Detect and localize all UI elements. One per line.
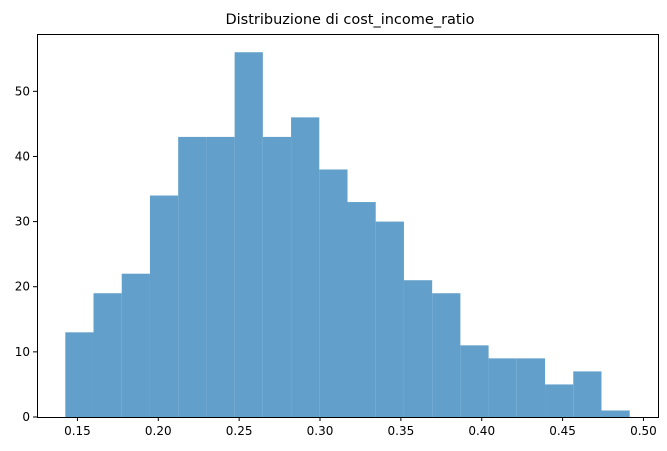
plot-frame xyxy=(37,34,659,418)
y-tick-label: 30 xyxy=(15,215,30,229)
y-tick-label: 50 xyxy=(15,84,30,98)
x-tick-label: 0.20 xyxy=(145,424,172,438)
x-tick-label: 0.50 xyxy=(630,424,657,438)
histogram-bar xyxy=(516,358,546,417)
histogram-bar xyxy=(488,358,517,417)
y-tick-label: 0 xyxy=(22,410,30,424)
x-tick-label: 0.15 xyxy=(64,424,91,438)
histogram-bar xyxy=(432,293,461,417)
histogram-bar xyxy=(319,169,348,417)
histogram-bar xyxy=(460,345,489,417)
x-tick-label: 0.30 xyxy=(307,424,334,438)
x-tick-label: 0.40 xyxy=(468,424,495,438)
histogram-bar xyxy=(573,371,602,417)
x-tick-label: 0.35 xyxy=(388,424,415,438)
histogram-bar xyxy=(93,293,122,417)
histogram-bar xyxy=(601,410,630,417)
histogram-bar xyxy=(178,136,207,417)
bars-group xyxy=(65,52,630,418)
x-tick-label: 0.25 xyxy=(226,424,253,438)
histogram-bar xyxy=(291,117,320,418)
y-tick-label: 40 xyxy=(15,149,30,163)
x-axis: 0.15 0.20 0.25 0.30 0.35 0.40 0.45 0.50 xyxy=(64,417,657,438)
histogram-bar xyxy=(121,273,150,417)
histogram-bar xyxy=(206,136,235,417)
chart-title: Distribuzione di cost_income_ratio xyxy=(225,12,474,28)
x-tick-label: 0.45 xyxy=(549,424,576,438)
histogram-bar xyxy=(403,280,433,417)
y-tick-label: 10 xyxy=(15,345,30,359)
histogram-bar xyxy=(149,195,179,417)
histogram-bar xyxy=(545,384,574,417)
histogram-bar xyxy=(65,332,94,417)
y-tick-label: 20 xyxy=(15,280,30,294)
histogram-bar xyxy=(234,52,263,417)
y-axis: 0 10 20 30 40 50 xyxy=(15,84,37,424)
histogram-bar xyxy=(262,136,292,417)
histogram-bar xyxy=(375,221,404,417)
histogram-bar xyxy=(347,202,376,417)
